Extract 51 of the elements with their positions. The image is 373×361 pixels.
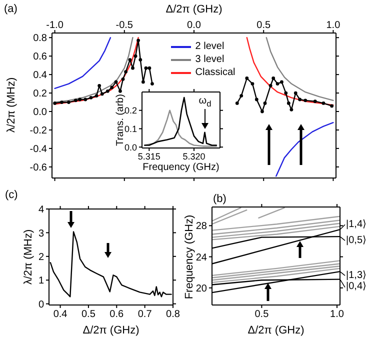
x-tick-label: 0.6 bbox=[110, 309, 124, 320]
y-tick-label: 0 bbox=[38, 299, 44, 310]
x-tick-label: 1.0 bbox=[326, 20, 341, 31]
x-tick-label: 0.5 bbox=[254, 309, 270, 320]
y-tick-label: 0.8 bbox=[33, 33, 48, 44]
y-axis-title: λ/2π (MHz) bbox=[6, 77, 18, 133]
x-axis-title: Δ/2π (GHz) bbox=[166, 4, 222, 16]
text: |1,3⟩ bbox=[346, 270, 366, 281]
legend-label: 2 level bbox=[195, 41, 224, 52]
x-axis-title: Δ/2π (GHz) bbox=[82, 324, 140, 336]
y-tick-label: -0.2 bbox=[30, 126, 48, 137]
text: |0,4⟩ bbox=[346, 281, 366, 292]
legend-label: 3 level bbox=[195, 54, 224, 66]
chart-title: (c) bbox=[5, 189, 18, 201]
y-tick-label: 1 bbox=[38, 276, 44, 287]
y-axis-title: λ/2π (MHz) bbox=[22, 229, 34, 285]
y-tick-label: 0.6 bbox=[33, 52, 48, 63]
y-tick-label: 28 bbox=[196, 221, 208, 232]
x-tick-label: 0.8 bbox=[166, 309, 180, 320]
y-tick-label: 20 bbox=[196, 283, 208, 294]
text: |1,4⟩ bbox=[346, 218, 366, 230]
x-axis-title: Frequency (GHz) bbox=[142, 162, 220, 173]
y-tick-label: -0.6 bbox=[30, 162, 48, 174]
y-tick-label: 0.0 bbox=[124, 142, 137, 152]
x-tick-label: 0.5 bbox=[82, 309, 96, 320]
annotation: ω$_{d}$ bbox=[198, 95, 212, 108]
y-tick-label: -0.4 bbox=[30, 144, 48, 155]
y-tick-label: 0.4 bbox=[33, 70, 48, 82]
chart-title: (a) bbox=[4, 3, 18, 15]
y-tick-label: 0.2 bbox=[124, 106, 137, 116]
x-tick-label: -0.5 bbox=[116, 20, 134, 31]
x-tick-label: 5.315 bbox=[138, 151, 160, 162]
x-tick-label: -1.0 bbox=[46, 20, 64, 31]
x-tick-label: 1.0 bbox=[330, 309, 344, 320]
y-axis-title: Frequency (GHz) bbox=[184, 214, 196, 300]
y-tick-label: 0.2 bbox=[33, 88, 48, 100]
y-tick-label: 3 bbox=[38, 228, 44, 240]
x-tick-label: 5.320 bbox=[182, 151, 206, 162]
x-tick-label: 0.5 bbox=[256, 20, 271, 31]
y-tick-label: 24 bbox=[196, 252, 208, 264]
x-tick-label: 0.4 bbox=[53, 309, 68, 320]
y-tick-label: 0.1 bbox=[124, 124, 137, 134]
legend-label: Classical bbox=[195, 67, 236, 78]
x-axis-title: Δ/2π (GHz) bbox=[248, 324, 304, 336]
y-tick-label: 4 bbox=[38, 204, 44, 216]
y-axis-title: Trans. (arb) bbox=[115, 94, 126, 146]
chart-title: (b) bbox=[213, 193, 226, 205]
y-tick-label: 2 bbox=[38, 252, 44, 263]
x-tick-label: 0.7 bbox=[138, 309, 152, 320]
y-tick-label: 0.0 bbox=[33, 107, 48, 118]
text: |0,5⟩ bbox=[346, 234, 366, 246]
